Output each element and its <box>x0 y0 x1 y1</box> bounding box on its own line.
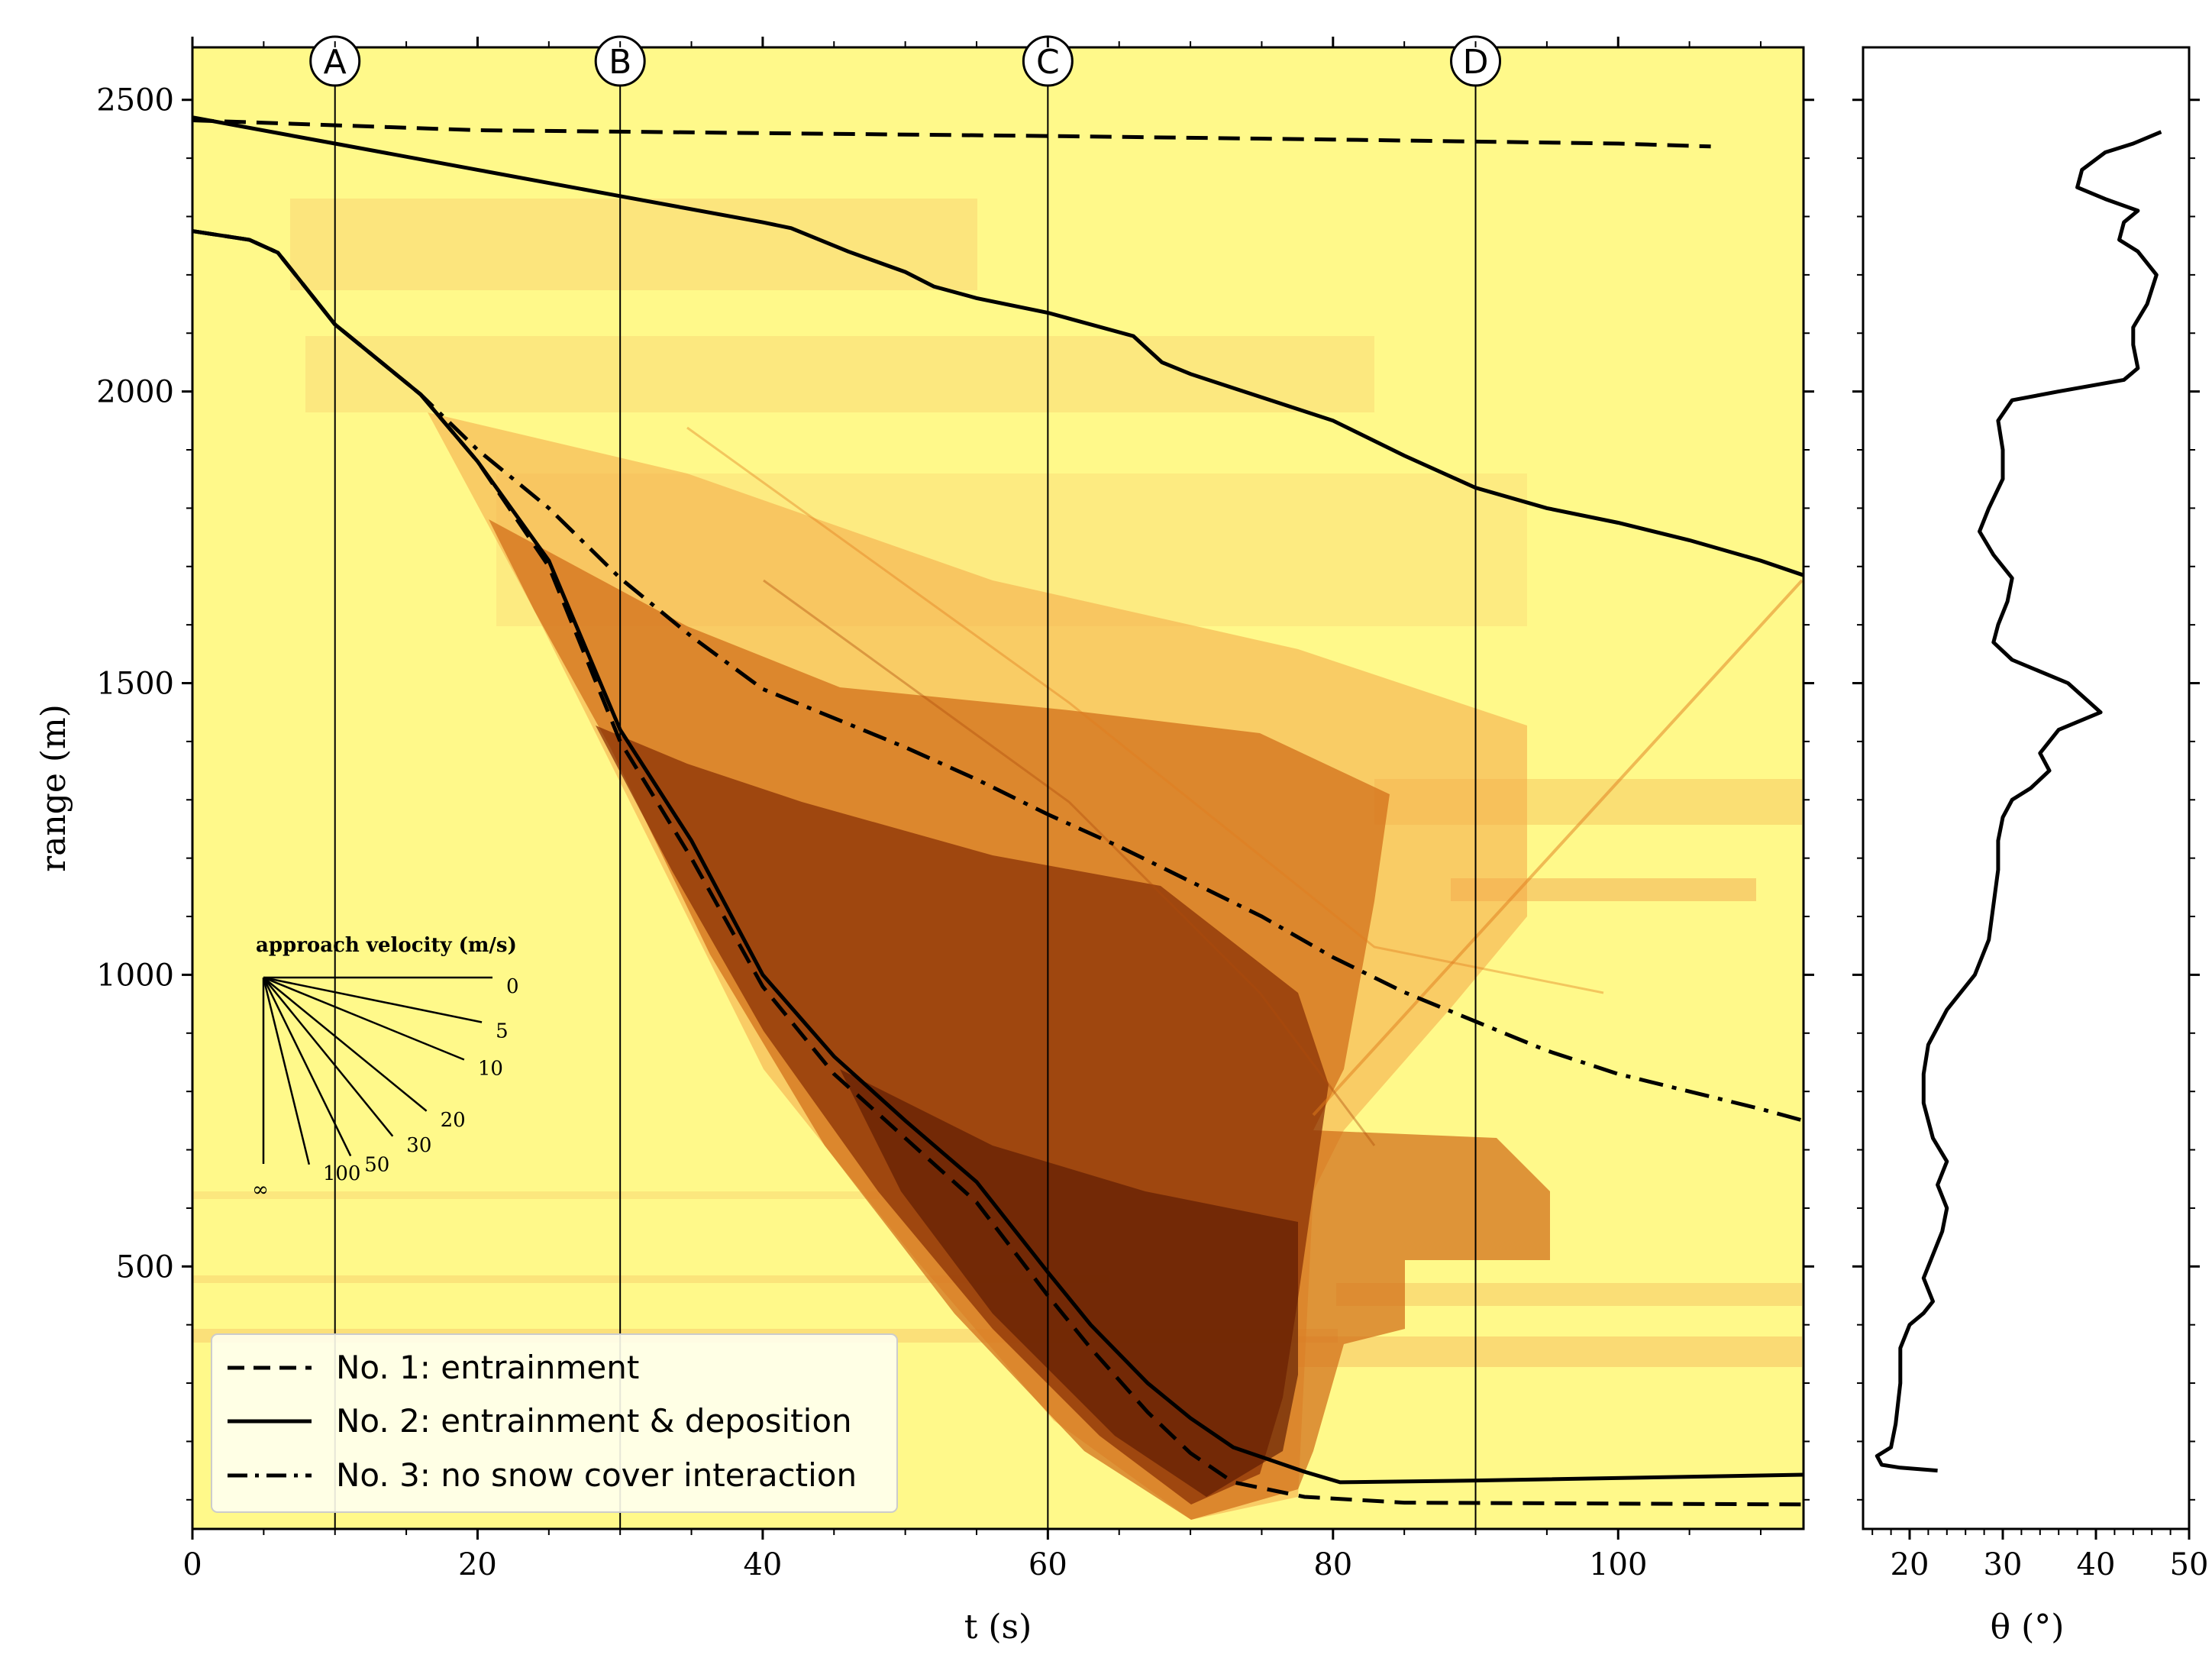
marker-label-D: D <box>1463 43 1489 82</box>
slope-x-tick-label: 50 <box>2170 1547 2209 1582</box>
heatmap-band <box>1298 1336 1802 1367</box>
curve-series-3-tail <box>192 229 1804 1123</box>
curve-series-1-tail <box>192 229 1804 1507</box>
slope-curve-group <box>1875 130 2162 1473</box>
y-tick-label: 2000 <box>96 375 174 410</box>
heatmap-streak <box>1312 579 1804 1117</box>
legend-label-entrainment-deposition: No. 2: entrainment & deposition <box>336 1402 852 1440</box>
approach-velocity-label: 30 <box>406 1134 431 1157</box>
slope-x-tick-label: 30 <box>1984 1547 2023 1582</box>
slope-x-tick-label: 40 <box>2077 1547 2116 1582</box>
x-tick-label: 60 <box>1028 1547 1067 1582</box>
approach-velocity-line <box>263 976 483 1023</box>
approach-velocity-label: 50 <box>364 1154 389 1177</box>
legend-box <box>211 1333 898 1513</box>
y-tick-label: 2500 <box>96 83 174 118</box>
marker-circle-D <box>1450 35 1502 87</box>
time-markers: A B C D <box>309 35 1502 1529</box>
approach-velocity-label: ∞ <box>252 1178 269 1201</box>
main-axes-frame <box>191 46 1805 1530</box>
heatmap-band <box>290 199 977 290</box>
y-tick-label: 1500 <box>96 667 174 702</box>
y-tick-label: 1000 <box>96 958 174 993</box>
approach-velocity-title: approach velocity (m/s) <box>256 934 517 957</box>
legend-label-no-snow-cover: No. 3: no snow cover interaction <box>336 1456 857 1494</box>
heatmap-streak <box>763 579 1376 1146</box>
x-tick-label: 20 <box>458 1547 497 1582</box>
slope-x-tick-label: 20 <box>1891 1547 1929 1582</box>
approach-velocity-label: 10 <box>478 1058 503 1081</box>
legend-label-entrainment: No. 1: entrainment <box>336 1349 639 1386</box>
marker-label-A: A <box>324 43 347 82</box>
heatmap-band <box>1336 1283 1802 1306</box>
heatmap-avalanche-deep <box>840 1069 1298 1497</box>
marker-circle-A <box>309 35 361 87</box>
slope-axes-frame <box>1862 46 2191 1530</box>
approach-velocity-line <box>262 977 311 1165</box>
marker-label-B: B <box>609 43 631 82</box>
heatmap-streak <box>686 426 1604 994</box>
x-tick-label: 100 <box>1589 1547 1647 1582</box>
slope-angle-curve <box>1875 130 2162 1473</box>
slope-panel: 20 30 40 50 θ (°) <box>1852 46 2209 1647</box>
approach-velocity-line <box>263 976 465 1061</box>
curve-series-2-tail <box>192 229 1804 1485</box>
approach-velocity-line <box>263 977 428 1112</box>
slope-axis-ticks: 20 30 40 50 <box>1852 99 2209 1582</box>
heatmap-band <box>192 1191 880 1199</box>
model-curves <box>192 115 1804 1507</box>
curve-series-2-front <box>192 115 1804 577</box>
x-tick-label: 40 <box>743 1547 782 1582</box>
curve-series-1-front <box>192 118 1711 149</box>
marker-circle-B <box>594 35 646 87</box>
approach-velocity-label: 0 <box>506 975 519 998</box>
slope-x-axis-label: θ (°) <box>1991 1608 2065 1647</box>
x-tick-label: 0 <box>182 1547 202 1582</box>
approach-velocity-line <box>263 977 394 1137</box>
y-tick-label: 500 <box>116 1249 174 1285</box>
x-tick-label: 80 <box>1313 1547 1352 1582</box>
x-axis-label: t (s) <box>964 1608 1032 1647</box>
approach-velocity-label: 100 <box>323 1162 361 1185</box>
approach-velocity-label: 20 <box>441 1109 466 1132</box>
approach-velocity-label: 5 <box>496 1020 509 1043</box>
heatmap-band <box>192 1275 1109 1283</box>
approach-velocity-line <box>262 977 352 1157</box>
legend: No. 1: entrainment No. 2: entrainment & … <box>211 1333 898 1513</box>
y-axis-label: range (m) <box>34 704 73 872</box>
heatmap-band <box>305 336 1374 412</box>
marker-label-C: C <box>1036 43 1060 82</box>
